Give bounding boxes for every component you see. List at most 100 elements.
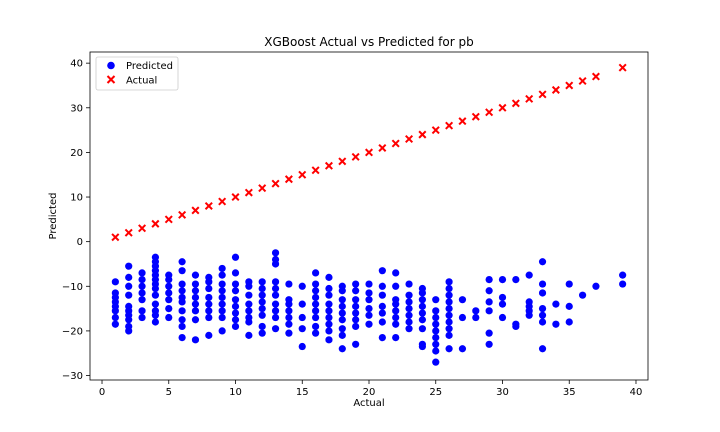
predicted-point bbox=[271, 278, 280, 286]
predicted-point bbox=[138, 282, 146, 290]
predicted-point bbox=[271, 300, 280, 308]
actual-point bbox=[231, 193, 240, 202]
actual-point bbox=[204, 201, 213, 210]
predicted-point bbox=[258, 304, 266, 313]
predicted-point bbox=[432, 358, 440, 366]
predicted-point bbox=[231, 253, 240, 261]
predicted-point bbox=[392, 307, 400, 315]
y-tick-label: 10 bbox=[70, 193, 83, 204]
predicted-point bbox=[178, 287, 186, 295]
actual-point bbox=[324, 161, 333, 170]
predicted-point bbox=[298, 282, 306, 290]
predicted-point bbox=[512, 275, 520, 284]
predicted-point bbox=[205, 331, 213, 339]
actual-point bbox=[418, 130, 427, 139]
predicted-point bbox=[231, 322, 240, 331]
actual-point-stroke bbox=[311, 166, 320, 175]
predicted-point bbox=[445, 331, 453, 339]
predicted-point bbox=[271, 249, 280, 257]
actual-point bbox=[311, 166, 320, 175]
actual-point bbox=[338, 157, 347, 166]
predicted-point bbox=[125, 327, 133, 335]
predicted-point bbox=[165, 289, 173, 297]
predicted-point bbox=[432, 327, 440, 335]
predicted-point bbox=[271, 260, 280, 268]
predicted-point bbox=[378, 291, 386, 299]
actual-point-stroke bbox=[218, 197, 227, 206]
predicted-point bbox=[191, 316, 200, 324]
predicted-point bbox=[432, 347, 440, 355]
predicted-point bbox=[538, 311, 547, 319]
actual-point-stroke bbox=[271, 179, 280, 188]
x-axis-ticks: 0 5 10 15 20 25 30 35 40 bbox=[99, 380, 642, 398]
predicted-point bbox=[218, 280, 226, 288]
predicted-point bbox=[111, 278, 119, 286]
predicted-point bbox=[378, 282, 386, 290]
actual-point bbox=[391, 139, 400, 148]
predicted-point bbox=[392, 320, 400, 328]
predicted-point bbox=[245, 331, 253, 339]
series-actual bbox=[111, 63, 627, 242]
actual-point-stroke bbox=[498, 103, 507, 112]
predicted-point bbox=[432, 296, 440, 304]
predicted-point bbox=[365, 296, 373, 304]
legend-label-actual: Actual bbox=[126, 76, 157, 87]
predicted-point bbox=[432, 320, 440, 328]
predicted-point bbox=[365, 304, 373, 313]
x-tick-label: 5 bbox=[166, 387, 172, 398]
predicted-point bbox=[432, 307, 440, 315]
predicted-point bbox=[271, 325, 280, 333]
y-tick-label: 0 bbox=[77, 237, 83, 248]
predicted-point bbox=[231, 280, 240, 288]
predicted-point bbox=[405, 298, 413, 306]
predicted-point bbox=[538, 345, 547, 353]
x-tick-label: 30 bbox=[496, 387, 509, 398]
predicted-point bbox=[352, 296, 360, 304]
predicted-point bbox=[151, 291, 160, 299]
predicted-point bbox=[405, 311, 413, 319]
predicted-point bbox=[125, 273, 133, 281]
predicted-point bbox=[445, 284, 453, 293]
predicted-point bbox=[365, 311, 373, 319]
predicted-point bbox=[552, 320, 560, 328]
predicted-point bbox=[405, 291, 413, 299]
predicted-point bbox=[378, 309, 386, 317]
legend-marker-actual bbox=[106, 75, 116, 84]
predicted-point bbox=[231, 269, 240, 277]
actual-point-stroke bbox=[511, 99, 520, 108]
predicted-point bbox=[392, 313, 400, 322]
predicted-point bbox=[312, 287, 320, 295]
predicted-point bbox=[312, 269, 320, 277]
actual-point bbox=[284, 175, 293, 184]
predicted-point bbox=[138, 289, 146, 297]
predicted-point bbox=[338, 309, 346, 317]
predicted-point bbox=[111, 307, 119, 315]
y-tick-label: −20 bbox=[62, 326, 83, 337]
predicted-point bbox=[218, 307, 226, 315]
actual-point-stroke bbox=[578, 76, 587, 86]
predicted-point bbox=[258, 291, 266, 299]
predicted-point bbox=[538, 289, 547, 297]
predicted-point bbox=[338, 345, 346, 353]
actual-point bbox=[485, 108, 494, 117]
predicted-point bbox=[498, 293, 507, 302]
predicted-point bbox=[418, 325, 426, 333]
actual-point-stroke bbox=[284, 175, 293, 184]
predicted-point bbox=[352, 322, 360, 331]
predicted-point bbox=[472, 307, 480, 315]
predicted-point bbox=[338, 302, 346, 310]
predicted-point bbox=[245, 307, 253, 315]
actual-point bbox=[124, 228, 133, 237]
actual-point-stroke bbox=[565, 81, 574, 90]
predicted-point bbox=[365, 280, 373, 288]
actual-point bbox=[151, 219, 160, 228]
predicted-point bbox=[565, 302, 573, 310]
predicted-point bbox=[498, 300, 507, 308]
predicted-point bbox=[445, 291, 453, 299]
actual-point-stroke bbox=[124, 228, 133, 237]
actual-point bbox=[431, 126, 440, 135]
predicted-point bbox=[418, 302, 426, 310]
predicted-point bbox=[165, 313, 173, 322]
predicted-point bbox=[245, 291, 253, 299]
